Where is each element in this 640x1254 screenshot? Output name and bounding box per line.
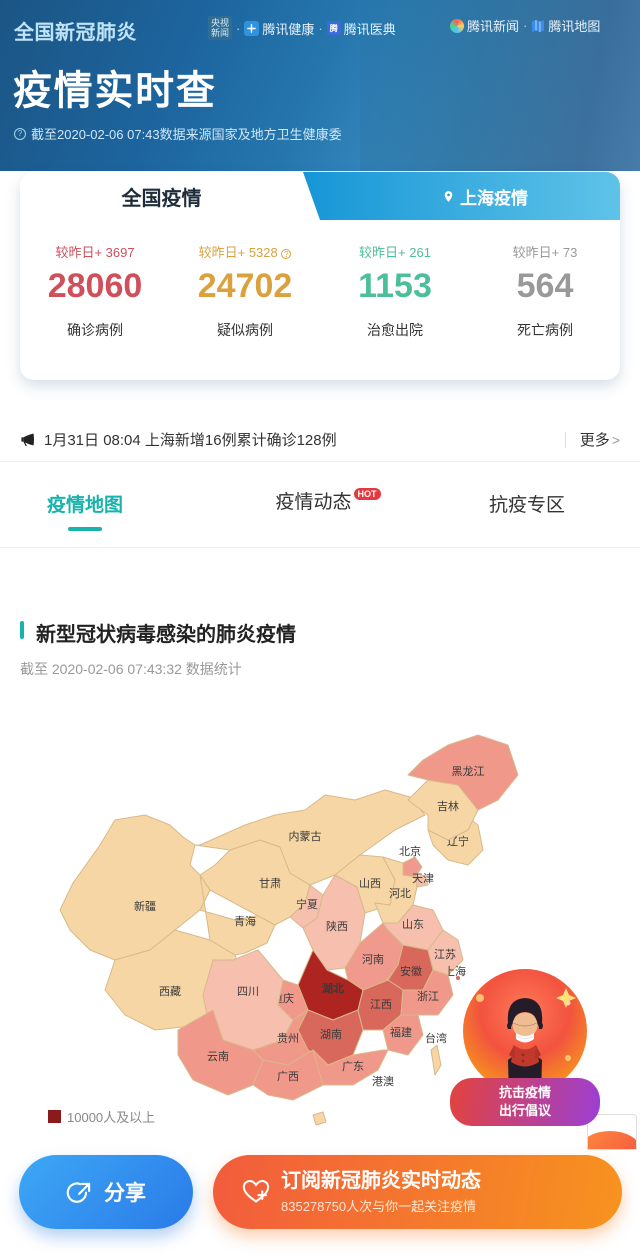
svg-text:青海: 青海 — [234, 914, 256, 928]
svg-text:黑龙江: 黑龙江 — [452, 765, 485, 778]
svg-text:宁夏: 宁夏 — [296, 897, 318, 911]
svg-text:湖北: 湖北 — [322, 981, 344, 995]
svg-text:四川: 四川 — [237, 986, 259, 998]
svg-text:湖南: 湖南 — [320, 1028, 342, 1041]
svg-text:浙江: 浙江 — [417, 990, 439, 1003]
svg-text:陕西: 陕西 — [326, 919, 348, 933]
svg-text:甘肃: 甘肃 — [259, 877, 281, 890]
svg-text:江西: 江西 — [370, 998, 392, 1011]
svg-text:内蒙古: 内蒙古 — [289, 829, 322, 843]
svg-text:福建: 福建 — [390, 1025, 412, 1039]
svg-text:天津: 天津 — [412, 872, 434, 885]
svg-text:云南: 云南 — [207, 1050, 229, 1063]
svg-text:山东: 山东 — [402, 918, 424, 931]
svg-text:台湾: 台湾 — [425, 1031, 447, 1045]
svg-text:吉林: 吉林 — [437, 799, 459, 813]
svg-text:山西: 山西 — [359, 877, 381, 890]
svg-text:北京: 北京 — [399, 844, 421, 858]
svg-text:广东: 广东 — [342, 1060, 364, 1073]
svg-text:江苏: 江苏 — [434, 948, 456, 961]
svg-text:广西: 广西 — [277, 1070, 299, 1083]
svg-text:港澳: 港澳 — [372, 1075, 394, 1088]
svg-text:河北: 河北 — [389, 887, 411, 900]
svg-text:西藏: 西藏 — [159, 985, 181, 998]
svg-text:安徽: 安徽 — [400, 964, 422, 978]
svg-text:河南: 河南 — [362, 953, 384, 966]
svg-text:贵州: 贵州 — [277, 1032, 299, 1045]
svg-text:新疆: 新疆 — [134, 899, 156, 913]
